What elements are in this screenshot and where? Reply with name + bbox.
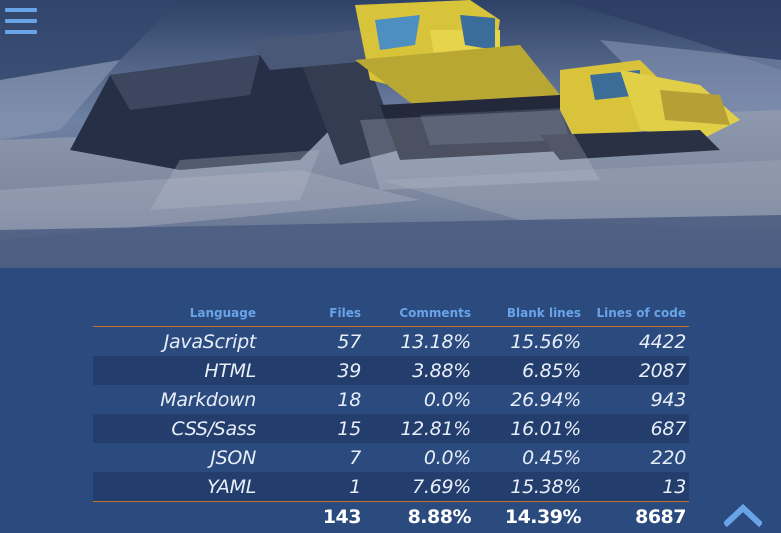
header-comments: Comments [364, 300, 474, 327]
cell-files: 57 [337, 330, 361, 353]
language-stats-table: Language Files Comments Blank lines Line… [93, 300, 689, 531]
table-totals: 143 8.88% 14.39% 8687 [93, 501, 689, 531]
cell-language: Markdown [160, 388, 256, 411]
table-row: JSON 7 0.0% 0.45% 220 [93, 443, 689, 472]
menu-bar [5, 19, 37, 23]
cell-blank-lines: 16.01% [474, 414, 584, 443]
cell-lines-of-code: 13 [584, 472, 689, 502]
totals-row: 143 8.88% 14.39% 8687 [93, 501, 689, 531]
total-blank-lines: 14.39% [474, 501, 584, 531]
cell-files: 18 [337, 388, 361, 411]
header-language: Language [93, 300, 259, 327]
menu-bar [5, 30, 37, 34]
cell-comments: 13.18% [400, 330, 471, 353]
cell-comments: 3.88% [364, 356, 474, 385]
header-files: Files [259, 300, 364, 327]
cell-lines-of-code: 687 [584, 414, 689, 443]
cell-comments: 0.0% [423, 446, 471, 469]
cell-lines-of-code: 220 [650, 446, 687, 469]
totals-label-cell [93, 501, 259, 531]
cell-language: CSS/Sass [93, 414, 259, 443]
cell-lines-of-code: 4422 [638, 330, 686, 353]
menu-bar [5, 8, 37, 12]
table-row: HTML 39 3.88% 6.85% 2087 [93, 356, 689, 385]
total-comments: 8.88% [364, 501, 474, 531]
table-row: YAML 1 7.69% 15.38% 13 [93, 472, 689, 502]
cell-blank-lines: 0.45% [522, 446, 581, 469]
cell-language: YAML [93, 472, 259, 502]
chevron-up-icon [722, 503, 764, 528]
table-body: JavaScript 57 13.18% 15.56% 4422 HTML 39… [93, 327, 689, 502]
table-header: Language Files Comments Blank lines Line… [93, 300, 689, 327]
cell-blank-lines: 26.94% [510, 388, 581, 411]
hamburger-menu-icon[interactable] [5, 7, 38, 35]
cell-files: 39 [259, 356, 364, 385]
cell-language: JSON [210, 446, 256, 469]
cell-blank-lines: 15.38% [474, 472, 584, 502]
total-files: 143 [259, 501, 364, 531]
cell-comments: 7.69% [364, 472, 474, 502]
cell-language: JavaScript [163, 330, 257, 353]
bulldozer-illustration [0, 0, 781, 268]
table-row: Markdown 18 0.0% 26.94% 943 [93, 385, 689, 414]
scroll-to-top-button[interactable] [722, 499, 764, 529]
cell-files: 7 [349, 446, 361, 469]
cell-comments: 12.81% [364, 414, 474, 443]
cell-lines-of-code: 2087 [584, 356, 689, 385]
stats-panel: Language Files Comments Blank lines Line… [0, 268, 781, 533]
cell-blank-lines: 15.56% [510, 330, 581, 353]
header-lines-of-code: Lines of code [584, 300, 689, 327]
total-lines-of-code: 8687 [584, 501, 689, 531]
cell-blank-lines: 6.85% [474, 356, 584, 385]
header-blank-lines: Blank lines [474, 300, 584, 327]
table-row: JavaScript 57 13.18% 15.56% 4422 [93, 327, 689, 357]
cell-comments: 0.0% [423, 388, 471, 411]
cell-files: 15 [259, 414, 364, 443]
cell-language: HTML [93, 356, 259, 385]
hero-image [0, 0, 781, 268]
cell-lines-of-code: 943 [650, 388, 687, 411]
table-row: CSS/Sass 15 12.81% 16.01% 687 [93, 414, 689, 443]
cell-files: 1 [259, 472, 364, 502]
